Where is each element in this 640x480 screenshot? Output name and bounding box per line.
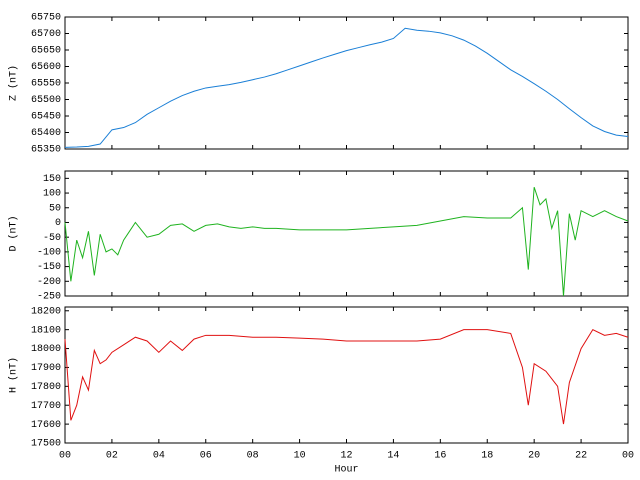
y-tick-label: 18200 [31,306,61,317]
y-tick-label: 65600 [31,62,61,73]
x-tick-label: 00 [622,451,634,462]
y-tick-label: 65700 [31,29,61,40]
y-tick-label: 65350 [31,145,61,156]
x-tick-label: 06 [200,451,212,462]
y-tick-label: -100 [37,248,61,259]
x-tick-label: 08 [247,451,259,462]
y-axis-label: D (nT) [8,215,20,251]
y-tick-label: -200 [37,277,61,288]
data-line [64,187,629,297]
y-tick-label: 17800 [31,382,61,393]
y-tick-label: 0 [55,218,61,229]
y-tick-label: 100 [43,189,61,200]
plot-frame [64,170,629,297]
y-tick-label: 65450 [31,112,61,123]
x-tick-label: 02 [106,451,118,462]
x-tick-label: 22 [575,451,587,462]
y-tick-label: 65750 [31,13,61,24]
x-tick-label: 00 [59,451,71,462]
y-axis-label: Z (nT) [8,65,20,101]
x-tick-label: 14 [387,451,399,462]
x-axis-label: Hour [334,465,358,476]
plot-frame [64,16,629,150]
y-tick-label: 65550 [31,79,61,90]
y-tick-label: 150 [43,174,61,185]
y-tick-label: -150 [37,262,61,273]
y-tick-label: 17600 [31,420,61,431]
y-tick-label: 18000 [31,344,61,355]
data-line [64,329,629,425]
x-tick-label: 20 [528,451,540,462]
data-line [64,27,629,148]
y-tick-label: 65500 [31,95,61,106]
x-tick-label: 18 [481,451,493,462]
y-tick-label: 50 [49,203,61,214]
y-tick-label: 17500 [31,439,61,450]
y-tick-label: -50 [43,233,61,244]
y-tick-label: 17900 [31,363,61,374]
plot-frame [64,306,629,444]
y-tick-label: 17700 [31,401,61,412]
x-tick-label: 16 [434,451,446,462]
y-axis-label: H (nT) [8,357,20,393]
x-tick-label: 12 [340,451,352,462]
x-tick-label: 04 [153,451,165,462]
y-tick-label: 65650 [31,46,61,57]
x-tick-label: 10 [294,451,306,462]
y-tick-label: 18100 [31,325,61,336]
y-tick-label: 65400 [31,128,61,139]
y-tick-label: -250 [37,292,61,303]
